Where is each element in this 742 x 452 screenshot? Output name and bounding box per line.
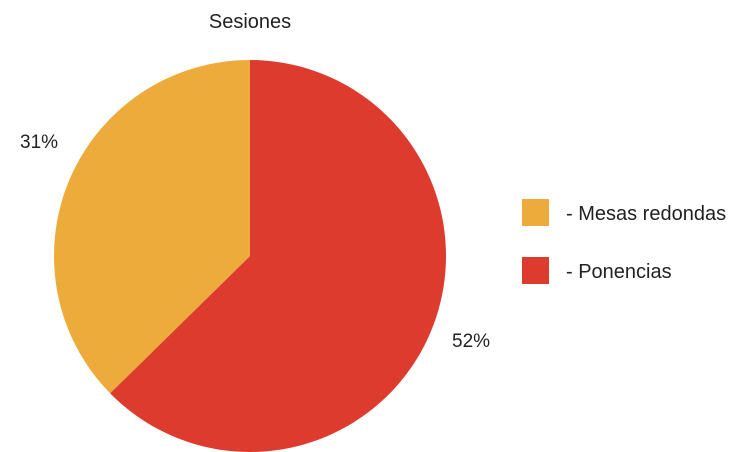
legend-swatch-mesas-redondas bbox=[522, 199, 549, 226]
legend: - Mesas redondas - Ponencias bbox=[522, 199, 726, 284]
pie-slice-ponencias bbox=[110, 60, 446, 452]
slice-label-mesas-redondas: 31% bbox=[20, 132, 58, 153]
legend-swatch-ponencias bbox=[522, 257, 549, 284]
legend-label-mesas-redondas: - Mesas redondas bbox=[566, 203, 726, 225]
slice-label-ponencias: 52% bbox=[452, 331, 490, 352]
chart-title: Sesiones bbox=[209, 11, 291, 33]
pie-slices bbox=[53, 60, 446, 452]
pie-slice-mesas-redondas bbox=[53, 60, 250, 394]
legend-label-ponencias: - Ponencias bbox=[566, 261, 672, 283]
